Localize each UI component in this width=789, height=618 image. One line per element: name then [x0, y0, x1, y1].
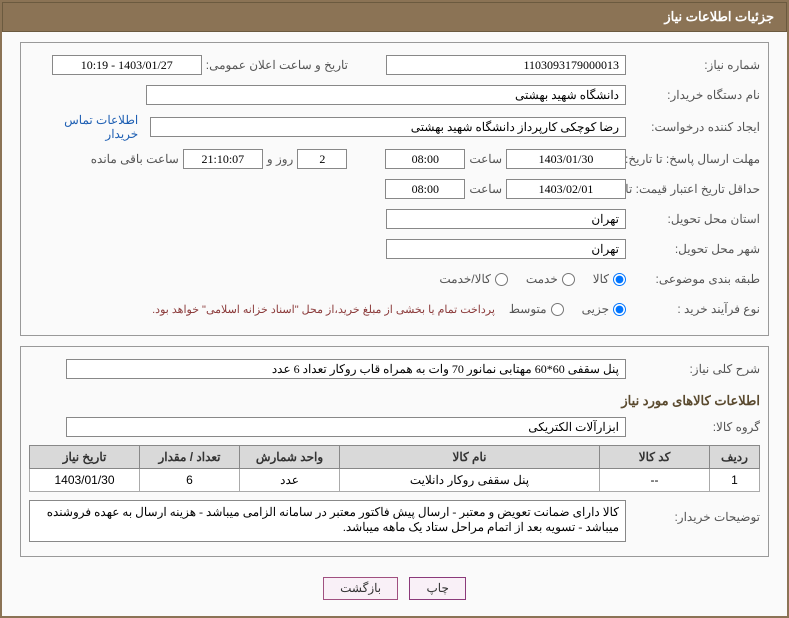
- th-unit: واحد شمارش: [240, 446, 340, 469]
- cell-unit: عدد: [240, 469, 340, 492]
- panel-header: جزئیات اطلاعات نیاز: [2, 2, 787, 32]
- proc-medium-text: متوسط: [509, 302, 547, 316]
- process-label: نوع فرآیند خرید :: [630, 302, 760, 316]
- contact-link[interactable]: اطلاعات تماس خریدار: [29, 113, 138, 141]
- validity-label: حداقل تاریخ اعتبار قیمت: تا تاریخ:: [630, 182, 760, 196]
- deadline-label: مهلت ارسال پاسخ: تا تاریخ:: [630, 152, 760, 166]
- requester-field: [150, 117, 626, 137]
- remaining-time-field: [183, 149, 263, 169]
- cat-both-radio[interactable]: [495, 273, 508, 286]
- content-area: شماره نیاز: تاریخ و ساعت اعلان عمومی: نا…: [2, 32, 787, 616]
- need-no-label: شماره نیاز:: [630, 58, 760, 72]
- remaining-label: ساعت باقی مانده: [91, 152, 179, 166]
- table-row: 1 -- پنل سقفی روکار دانلایت عدد 6 1403/0…: [30, 469, 760, 492]
- table-header-row: ردیف کد کالا نام کالا واحد شمارش تعداد /…: [30, 446, 760, 469]
- cat-service-radio[interactable]: [562, 273, 575, 286]
- buyer-org-field: [146, 85, 626, 105]
- desc-label: شرح کلی نیاز:: [630, 362, 760, 376]
- validity-hour-field: [385, 179, 465, 199]
- button-bar: چاپ بازگشت: [20, 567, 769, 606]
- requester-label: ایجاد کننده درخواست:: [630, 120, 760, 134]
- province-field: [386, 209, 626, 229]
- category-radio-group: کالا خدمت کالا/خدمت: [439, 272, 626, 286]
- hour-label-1: ساعت: [469, 152, 502, 166]
- validity-date-field: [506, 179, 626, 199]
- details-fieldset: شماره نیاز: تاریخ و ساعت اعلان عمومی: نا…: [20, 42, 769, 336]
- th-code: کد کالا: [600, 446, 710, 469]
- announce-field: [52, 55, 202, 75]
- proc-medium-radio[interactable]: [551, 303, 564, 316]
- proc-partial-radio[interactable]: [613, 303, 626, 316]
- need-no-field: [386, 55, 626, 75]
- cat-both-option[interactable]: کالا/خدمت: [439, 272, 507, 286]
- th-name: نام کالا: [340, 446, 600, 469]
- th-qty: تعداد / مقدار: [140, 446, 240, 469]
- hour-label-2: ساعت: [469, 182, 502, 196]
- th-date: تاریخ نیاز: [30, 446, 140, 469]
- category-label: طبقه بندی موضوعی:: [630, 272, 760, 286]
- process-radio-group: جزیی متوسط: [509, 302, 626, 316]
- proc-medium-option[interactable]: متوسط: [509, 302, 564, 316]
- days-label: روز و: [267, 152, 294, 166]
- deadline-date-field: [506, 149, 626, 169]
- desc-field: [66, 359, 626, 379]
- cat-goods-radio[interactable]: [613, 273, 626, 286]
- proc-partial-option[interactable]: جزیی: [582, 302, 626, 316]
- group-label: گروه کالا:: [630, 420, 760, 434]
- buyer-org-label: نام دستگاه خریدار:: [630, 88, 760, 102]
- main-container: جزئیات اطلاعات نیاز شماره نیاز: تاریخ و …: [0, 0, 789, 618]
- announce-label: تاریخ و ساعت اعلان عمومی:: [206, 58, 348, 72]
- proc-partial-text: جزیی: [582, 302, 609, 316]
- th-row: ردیف: [710, 446, 760, 469]
- back-button[interactable]: بازگشت: [323, 577, 398, 600]
- province-label: استان محل تحویل:: [630, 212, 760, 226]
- days-field: [297, 149, 347, 169]
- process-note: پرداخت تمام یا بخشی از مبلغ خرید،از محل …: [152, 303, 495, 316]
- cat-service-text: خدمت: [526, 272, 558, 286]
- city-field: [386, 239, 626, 259]
- deadline-hour-field: [385, 149, 465, 169]
- print-button[interactable]: چاپ: [409, 577, 465, 600]
- cat-both-text: کالا/خدمت: [439, 272, 490, 286]
- city-label: شهر محل تحویل:: [630, 242, 760, 256]
- goods-fieldset: شرح کلی نیاز: اطلاعات کالاهای مورد نیاز …: [20, 346, 769, 557]
- group-field: [66, 417, 626, 437]
- buyer-notes-field: [29, 500, 626, 542]
- cat-service-option[interactable]: خدمت: [526, 272, 575, 286]
- cat-goods-option[interactable]: کالا: [593, 272, 626, 286]
- cell-row: 1: [710, 469, 760, 492]
- cell-date: 1403/01/30: [30, 469, 140, 492]
- goods-table: ردیف کد کالا نام کالا واحد شمارش تعداد /…: [29, 445, 760, 492]
- cell-qty: 6: [140, 469, 240, 492]
- cell-code: --: [600, 469, 710, 492]
- cat-goods-text: کالا: [593, 272, 609, 286]
- goods-section-title: اطلاعات کالاهای مورد نیاز: [29, 393, 760, 409]
- cell-name: پنل سقفی روکار دانلایت: [340, 469, 600, 492]
- buyer-notes-label: توضیحات خریدار:: [630, 500, 760, 524]
